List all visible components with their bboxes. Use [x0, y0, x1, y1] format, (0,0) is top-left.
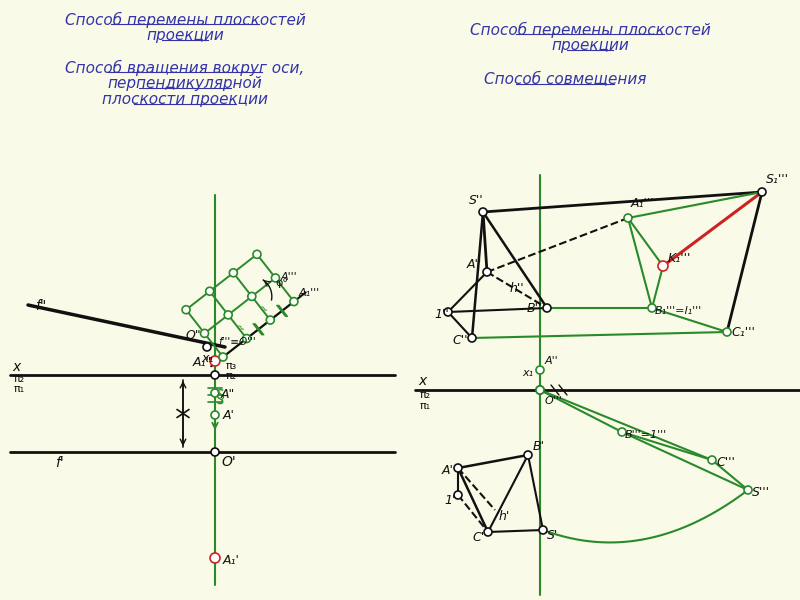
Text: плоскости проекции: плоскости проекции [102, 92, 268, 107]
Circle shape [758, 188, 766, 196]
Text: π₁: π₁ [420, 401, 431, 411]
Text: перпендикулярной: перпендикулярной [108, 76, 262, 91]
Circle shape [744, 486, 752, 494]
Circle shape [266, 316, 274, 324]
Circle shape [271, 274, 279, 282]
Circle shape [210, 356, 220, 366]
Text: проекции: проекции [146, 28, 224, 43]
Text: A': A' [223, 409, 235, 422]
Circle shape [203, 343, 211, 351]
Text: π₂: π₂ [420, 390, 431, 400]
Text: S''': S''' [752, 486, 770, 499]
Text: Способ перемены плоскостей: Способ перемены плоскостей [470, 22, 710, 38]
Circle shape [248, 292, 256, 301]
Text: O''': O''' [545, 396, 562, 406]
Text: x: x [12, 360, 20, 374]
Text: S': S' [547, 529, 558, 542]
Text: ~: ~ [233, 322, 246, 335]
Circle shape [211, 389, 219, 397]
Text: π₁: π₁ [14, 384, 25, 394]
Text: B': B' [533, 440, 545, 453]
Text: S'': S'' [469, 194, 484, 207]
Text: C₁''': C₁''' [731, 326, 755, 339]
Text: B'''=1''': B'''=1''' [625, 430, 667, 440]
Circle shape [624, 214, 632, 222]
Text: A₁''': A₁''' [299, 287, 320, 298]
Text: h': h' [499, 510, 510, 523]
Text: ~: ~ [256, 304, 270, 317]
Text: A₁': A₁' [223, 554, 240, 567]
Circle shape [708, 456, 716, 464]
Circle shape [211, 371, 219, 379]
Text: x: x [418, 374, 426, 388]
Circle shape [454, 464, 462, 472]
Text: x₁: x₁ [201, 352, 214, 365]
Text: A₁''': A₁''' [631, 197, 654, 210]
Text: B'': B'' [527, 302, 542, 315]
Circle shape [648, 304, 656, 312]
Text: S₁''': S₁''' [766, 173, 789, 186]
Circle shape [543, 304, 551, 312]
Circle shape [468, 334, 476, 342]
Text: O": O" [185, 329, 201, 342]
Circle shape [211, 411, 219, 419]
Text: A': A' [442, 464, 454, 477]
Text: π₃: π₃ [226, 361, 237, 371]
Text: π₂: π₂ [226, 371, 237, 381]
Circle shape [206, 287, 214, 295]
Circle shape [536, 386, 544, 394]
Circle shape [211, 448, 219, 456]
Circle shape [290, 298, 298, 305]
Text: A''': A''' [281, 272, 297, 282]
Text: 1'': 1'' [434, 308, 449, 321]
Circle shape [242, 335, 250, 343]
Text: K₁''': K₁''' [668, 252, 691, 265]
Text: f": f" [35, 299, 46, 313]
Text: B₁'''=l₁''': B₁'''=l₁''' [655, 306, 702, 316]
Circle shape [483, 268, 491, 276]
Circle shape [253, 250, 261, 259]
Text: §: § [215, 388, 225, 406]
Text: A": A" [221, 388, 235, 401]
Text: Способ совмещения: Способ совмещения [484, 72, 646, 87]
Text: f'''≡O''': f'''≡O''' [218, 337, 256, 347]
Circle shape [539, 526, 547, 534]
Text: π₂: π₂ [14, 374, 25, 384]
Text: 1': 1' [444, 494, 455, 507]
Circle shape [219, 353, 227, 361]
Circle shape [659, 262, 667, 270]
Text: Способ вращения вокруг оси,: Способ вращения вокруг оси, [66, 60, 305, 76]
Text: проекции: проекции [551, 38, 629, 53]
Text: A'': A'' [545, 356, 558, 366]
Circle shape [723, 328, 731, 336]
Text: C'': C'' [452, 334, 467, 347]
Circle shape [182, 306, 190, 314]
Text: A'': A'' [467, 258, 482, 271]
Text: O': O' [221, 455, 236, 469]
Text: φ°: φ° [276, 278, 289, 289]
Circle shape [618, 428, 626, 436]
Text: f': f' [55, 456, 64, 470]
Text: Способ перемены плоскостей: Способ перемены плоскостей [65, 12, 306, 28]
Circle shape [479, 208, 487, 216]
Circle shape [444, 308, 452, 316]
Circle shape [658, 261, 668, 271]
Text: x₁: x₁ [522, 368, 533, 378]
Circle shape [230, 269, 238, 277]
Circle shape [524, 451, 532, 459]
Text: A₁": A₁" [193, 356, 212, 369]
Text: C''': C''' [716, 456, 735, 469]
Text: h'': h'' [510, 282, 525, 295]
Circle shape [224, 311, 232, 319]
Circle shape [536, 366, 544, 374]
Circle shape [484, 528, 492, 536]
Circle shape [536, 386, 544, 394]
Text: C': C' [472, 531, 484, 544]
Circle shape [454, 491, 462, 499]
Circle shape [201, 329, 209, 337]
Circle shape [210, 553, 220, 563]
